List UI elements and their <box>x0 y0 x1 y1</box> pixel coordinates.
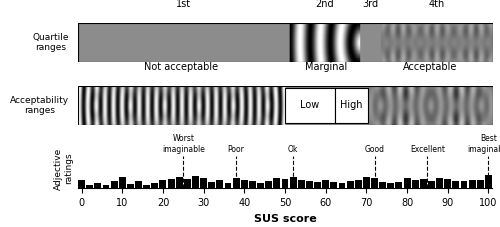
Text: Poor: Poor <box>228 145 244 154</box>
X-axis label: SUS score: SUS score <box>254 214 316 224</box>
Bar <box>168 179 174 188</box>
Text: Acceptable: Acceptable <box>403 62 458 72</box>
Bar <box>306 181 313 188</box>
Text: Acceptability
ranges: Acceptability ranges <box>10 96 69 115</box>
Bar <box>363 177 370 188</box>
Text: Low: Low <box>300 100 320 110</box>
Bar <box>241 180 248 188</box>
Bar <box>436 178 443 188</box>
Bar <box>86 185 93 188</box>
Bar <box>346 181 354 188</box>
Bar <box>371 178 378 188</box>
Bar <box>322 180 329 188</box>
Bar <box>232 178 239 188</box>
Bar <box>314 183 321 188</box>
Bar <box>102 185 110 188</box>
Bar <box>127 184 134 188</box>
Bar <box>355 180 362 188</box>
Bar <box>379 182 386 188</box>
Bar <box>468 180 475 188</box>
Text: Quartile
ranges: Quartile ranges <box>32 33 69 52</box>
Y-axis label: Adjective
ratings: Adjective ratings <box>54 148 74 190</box>
Text: 3rd: 3rd <box>362 0 378 9</box>
Bar <box>94 183 102 188</box>
Bar <box>452 181 460 188</box>
Bar <box>420 179 427 188</box>
Bar <box>110 181 117 188</box>
Bar <box>257 183 264 188</box>
Bar <box>285 88 335 123</box>
Bar <box>224 183 232 188</box>
Bar <box>412 180 418 188</box>
Bar <box>298 180 304 188</box>
Text: Good: Good <box>364 145 384 154</box>
Bar <box>428 181 435 188</box>
Bar <box>485 175 492 188</box>
Bar <box>266 181 272 188</box>
Text: 2nd: 2nd <box>315 0 334 9</box>
Text: Best
imaginable: Best imaginable <box>467 134 500 154</box>
Bar <box>78 180 85 188</box>
Bar <box>444 179 451 188</box>
Bar <box>160 180 166 188</box>
Text: Worst
imaginable: Worst imaginable <box>162 134 204 154</box>
Bar <box>152 183 158 188</box>
Bar <box>338 183 345 188</box>
Bar <box>143 185 150 188</box>
Text: Ok: Ok <box>288 145 298 154</box>
Bar <box>119 178 126 188</box>
Bar <box>135 181 142 188</box>
Bar <box>330 182 338 188</box>
Bar <box>176 177 182 188</box>
Bar <box>396 182 402 188</box>
Text: Not acceptable: Not acceptable <box>144 62 218 72</box>
Bar <box>388 183 394 188</box>
Bar <box>274 178 280 188</box>
Text: High: High <box>340 100 362 110</box>
Bar <box>249 181 256 188</box>
Text: Excellent: Excellent <box>410 145 445 154</box>
Bar <box>216 180 224 188</box>
Text: 4th: 4th <box>428 0 444 9</box>
Bar <box>282 179 288 188</box>
Bar <box>184 179 191 188</box>
Bar <box>460 181 468 188</box>
Bar <box>192 176 199 188</box>
Text: Marginal: Marginal <box>306 62 348 72</box>
Bar <box>290 177 296 188</box>
Bar <box>200 178 207 188</box>
Bar <box>335 88 368 123</box>
Bar <box>404 178 410 188</box>
Bar <box>208 182 215 188</box>
Bar <box>477 180 484 188</box>
Text: 1st: 1st <box>176 0 191 9</box>
